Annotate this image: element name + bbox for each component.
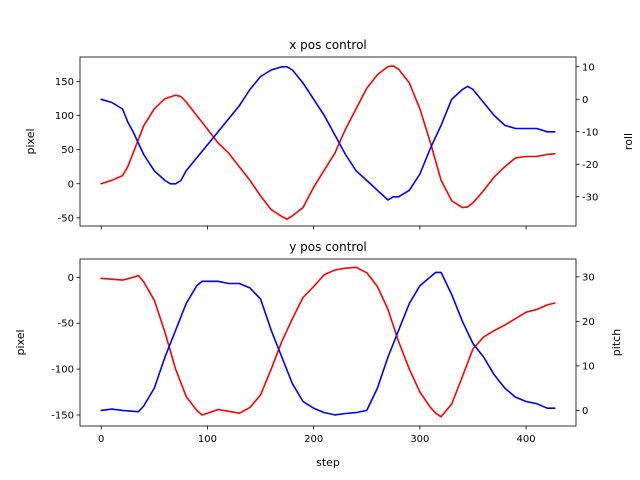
y-tick-label-left: -150 bbox=[51, 410, 74, 421]
y-pos-control-chart: y pos control pixel pitch step 0 100 200 30… bbox=[14, 240, 623, 469]
y-axis-label-left: pixel bbox=[14, 329, 27, 355]
axes-frame bbox=[79, 56, 577, 227]
y-tick-label-left: 50 bbox=[61, 145, 74, 156]
axes-frame bbox=[79, 258, 577, 427]
y-axis-label-right: pitch bbox=[610, 329, 623, 356]
x-axis-label: step bbox=[316, 456, 340, 469]
y-tick-label-left: 100 bbox=[55, 111, 74, 122]
plot-area: -50 0 50 100 150 -30 -20 -10 0 10 bbox=[55, 62, 598, 230]
y-tick-label-left: 0 bbox=[68, 273, 74, 284]
x-tick-label: 400 bbox=[517, 434, 536, 445]
chart-title: x pos control bbox=[289, 38, 367, 52]
y-tick-label-right: 30 bbox=[582, 272, 595, 283]
y-tick-label-right: 0 bbox=[582, 406, 588, 417]
series-line-roll bbox=[100, 66, 556, 201]
y-tick-label-left: 0 bbox=[68, 179, 74, 190]
x-pos-control-chart: x pos control pixel roll -50050100150-30… bbox=[24, 38, 635, 230]
y-tick-label-right: -30 bbox=[582, 192, 598, 203]
y-tick-label-right: 0 bbox=[582, 95, 588, 106]
plot-area: 0 100 200 300 400 -150 -100 -50 0 0 10 20 30 bbox=[51, 266, 595, 445]
y-tick-label-right: 10 bbox=[582, 361, 595, 372]
y-axis-label-right: roll bbox=[622, 133, 635, 150]
x-tick-label: 100 bbox=[198, 434, 217, 445]
y-tick-label-left: -50 bbox=[58, 213, 74, 224]
y-tick-label-right: 20 bbox=[582, 317, 595, 328]
y-axis-label-left: pixel bbox=[24, 128, 37, 154]
y-tick-label-right: -20 bbox=[582, 160, 598, 171]
x-tick-label: 200 bbox=[304, 434, 323, 445]
y-tick-label-left: 150 bbox=[55, 77, 74, 88]
x-tick-label: 0 bbox=[98, 434, 104, 445]
x-tick-label: 300 bbox=[410, 434, 429, 445]
y-tick-label-right: 10 bbox=[582, 62, 595, 73]
chart-title: y pos control bbox=[289, 240, 367, 254]
y-tick-label-left: -50 bbox=[58, 319, 74, 330]
series-line-pitch bbox=[100, 271, 556, 416]
series-line-pixel bbox=[100, 266, 556, 418]
series-line-pixel bbox=[100, 65, 556, 220]
y-tick-label-right: -10 bbox=[582, 127, 598, 138]
y-tick-label-left: -100 bbox=[51, 365, 74, 376]
